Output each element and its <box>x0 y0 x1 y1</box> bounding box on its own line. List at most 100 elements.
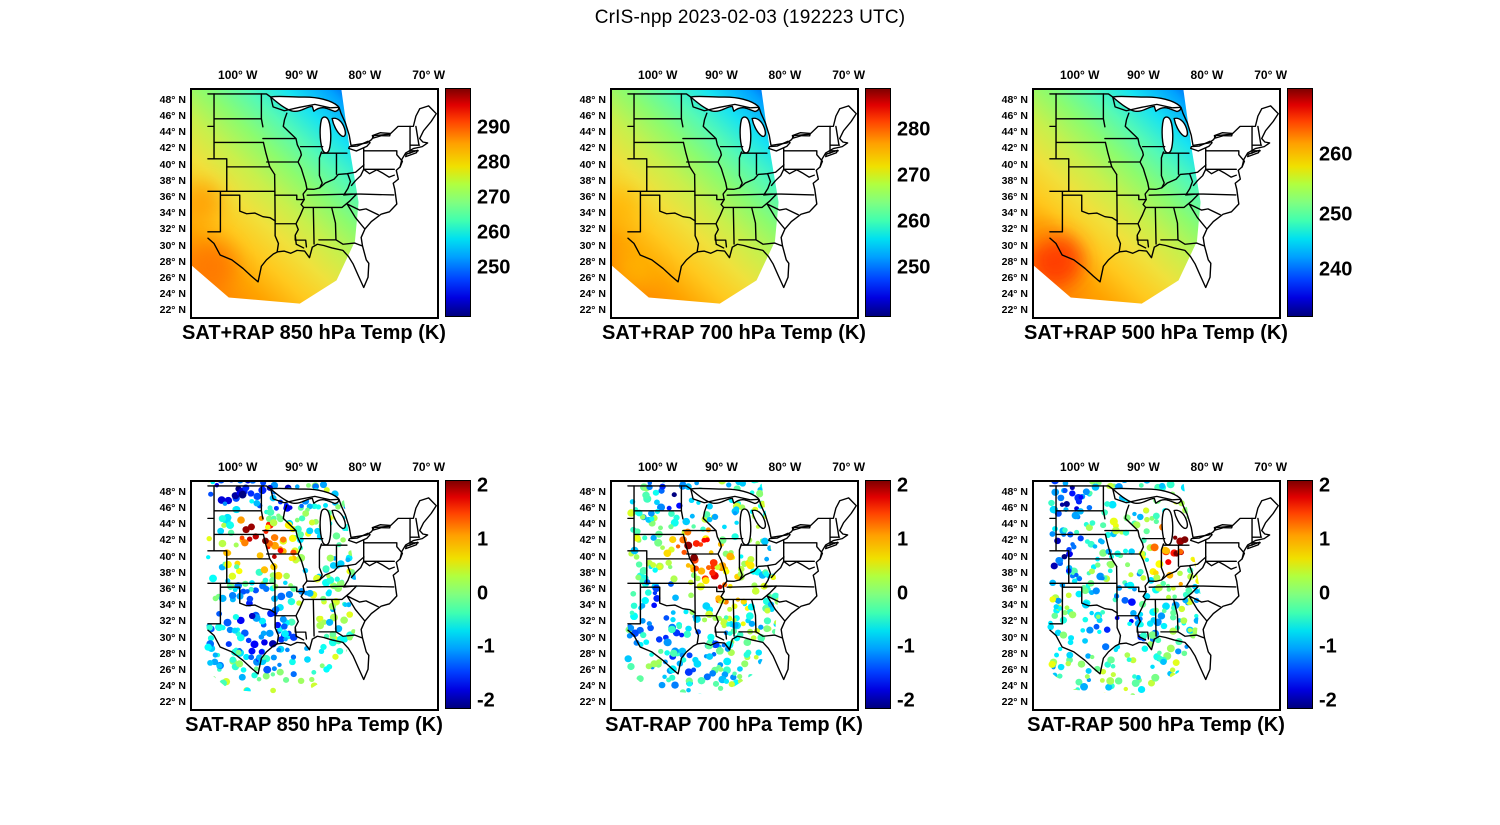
diff-dot <box>701 617 708 623</box>
lat-tick-label: 36° N <box>1001 582 1028 595</box>
diff-dot <box>263 529 269 534</box>
diff-dot <box>714 564 721 571</box>
lat-tick-label: 44° N <box>579 518 606 531</box>
diff-dot <box>647 621 652 626</box>
diff-dot <box>1210 565 1218 572</box>
diff-dot <box>660 545 665 550</box>
diff-dot <box>1210 547 1215 551</box>
diff-dot <box>250 640 259 649</box>
diff-dot <box>392 625 396 629</box>
diff-dot <box>256 677 262 682</box>
diff-dot <box>1082 616 1089 623</box>
diff-dot <box>1085 668 1092 674</box>
diff-dot <box>767 669 777 677</box>
diff-dot <box>384 532 389 537</box>
diff-dot <box>1050 562 1058 570</box>
diff-dot <box>236 616 245 625</box>
diff-dot <box>1215 669 1221 675</box>
diff-dot <box>325 690 332 696</box>
diff-dot <box>1108 500 1117 509</box>
lon-tick-label: 70° W <box>832 68 866 82</box>
diff-dot <box>1113 647 1119 653</box>
diff-dot <box>1225 693 1230 698</box>
lat-tick-label: 48° N <box>1001 93 1028 106</box>
diff-dot <box>1105 683 1113 691</box>
diff-dot <box>253 500 261 507</box>
lat-tick-label: 46° N <box>579 501 606 514</box>
diff-dot <box>1166 644 1175 653</box>
diff-dot <box>726 552 735 561</box>
diff-dot <box>741 660 749 668</box>
diff-dot <box>233 542 239 548</box>
diff-dot <box>377 537 382 542</box>
diff-dot <box>1100 522 1107 529</box>
lon-tick-label: 80° W <box>1190 460 1224 474</box>
diff-dot <box>1063 500 1070 507</box>
diff-dot <box>1066 550 1073 558</box>
diff-dot <box>287 597 296 606</box>
diff-dot <box>657 503 666 512</box>
diff-dot <box>800 665 807 672</box>
panel-title: SAT+RAP 500 hPa Temp (K) <box>1024 322 1288 344</box>
diff-dot <box>802 612 807 617</box>
diff-dot <box>1220 630 1226 636</box>
diff-dot <box>1104 501 1111 507</box>
diff-dot <box>364 686 369 691</box>
lat-tick-label: 46° N <box>1001 109 1028 122</box>
diff-dot <box>1204 566 1211 572</box>
lat-tick-label: 36° N <box>579 582 606 595</box>
diff-dot <box>624 655 632 663</box>
diff-dot <box>247 523 255 531</box>
colorbar <box>865 480 891 709</box>
diff-dot <box>375 632 381 638</box>
diff-dot <box>1192 639 1201 648</box>
lat-tick-label: 24° N <box>579 288 606 301</box>
diff-dot <box>770 544 777 551</box>
diff-dot <box>390 667 398 674</box>
diff-dot <box>224 560 232 569</box>
diff-dot <box>307 691 314 696</box>
diff-dot <box>635 574 642 581</box>
diff-dot <box>1065 660 1072 667</box>
diff-dot <box>746 561 755 570</box>
diff-dot <box>1143 528 1150 535</box>
diff-dot <box>1198 546 1201 554</box>
colorbar-tick-label: 260 <box>477 221 511 244</box>
panel-sat-minus-rap-500: 100° W 90° W 80° W 70° W 48° N 46° N 44° N 42°… <box>986 460 1366 760</box>
diff-dot <box>232 613 240 621</box>
diff-dot <box>1051 612 1059 619</box>
diff-dot <box>664 650 670 656</box>
diff-dot <box>1078 494 1084 500</box>
diff-dot <box>308 519 316 526</box>
diff-dot <box>1175 670 1182 676</box>
diff-dot <box>670 610 676 615</box>
map-frame <box>190 88 439 319</box>
diff-dot <box>276 668 284 676</box>
diff-dot <box>270 672 276 677</box>
diff-dot <box>228 482 235 483</box>
diff-dot <box>656 659 662 665</box>
diff-dot <box>782 690 787 695</box>
lat-tick-label: 38° N <box>1001 174 1028 187</box>
diff-dot <box>1103 626 1111 633</box>
diff-dot <box>1160 622 1168 630</box>
diff-dot <box>732 671 737 676</box>
colorbar-tick-label: 260 <box>1319 143 1353 166</box>
diff-dot <box>630 693 637 696</box>
diff-dot <box>247 490 255 497</box>
diff-dot <box>270 654 277 661</box>
diff-dot <box>386 649 391 653</box>
diff-dot <box>790 638 798 645</box>
diff-dot <box>1202 665 1207 670</box>
lat-tick-label: 36° N <box>579 190 606 203</box>
map-canvas <box>1047 482 1279 698</box>
lat-tick-label: 28° N <box>1001 647 1028 660</box>
diff-dot <box>793 664 798 668</box>
diff-dot <box>390 624 396 629</box>
lat-tick-label: 32° N <box>159 615 186 628</box>
diff-dot <box>694 575 701 582</box>
lat-tick-label: 32° N <box>1001 223 1028 236</box>
diff-dot <box>238 693 247 696</box>
diff-dot <box>1095 562 1101 568</box>
diff-dot <box>801 574 807 580</box>
